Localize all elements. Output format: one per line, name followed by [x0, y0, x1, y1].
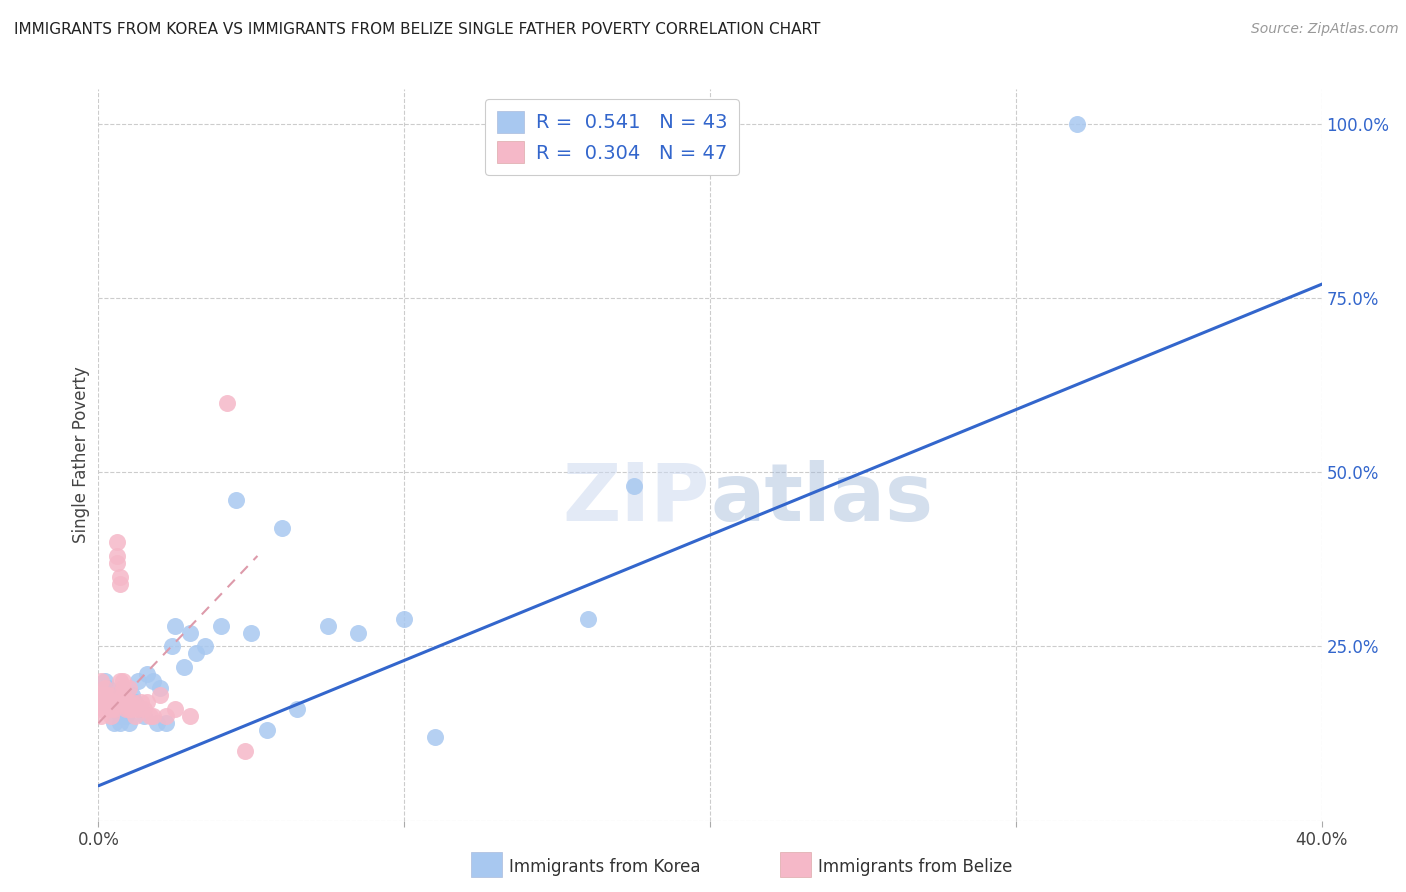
Point [576, 612, 599, 626]
Point [108, 570, 131, 584]
Point [179, 625, 201, 640]
Point [105, 556, 128, 570]
Point [111, 688, 134, 702]
Point [155, 716, 177, 731]
Point [136, 695, 159, 709]
Point [111, 695, 134, 709]
Point [623, 479, 645, 493]
Point [1066, 117, 1088, 131]
Point [121, 688, 143, 702]
Point [186, 647, 208, 661]
Point [209, 618, 232, 632]
Point [134, 709, 156, 723]
Text: IMMIGRANTS FROM KOREA VS IMMIGRANTS FROM BELIZE SINGLE FATHER POVERTY CORRELATIO: IMMIGRANTS FROM KOREA VS IMMIGRANTS FROM… [14, 22, 821, 37]
Point [90, 674, 112, 689]
Point [90, 688, 112, 702]
Point [124, 709, 146, 723]
Point [179, 709, 201, 723]
Point [423, 730, 446, 744]
Text: ZIP: ZIP [562, 459, 710, 538]
Point [90, 709, 112, 723]
Point [115, 695, 138, 709]
Point [285, 702, 308, 716]
Point [145, 716, 167, 731]
Point [392, 612, 416, 626]
Point [142, 674, 165, 689]
Point [121, 695, 143, 709]
Point [115, 702, 138, 716]
Text: atlas: atlas [710, 459, 934, 538]
Point [129, 702, 152, 716]
Point [97, 702, 120, 716]
Point [256, 723, 278, 737]
Point [97, 681, 120, 696]
Point [111, 674, 134, 689]
Point [100, 695, 122, 709]
Point [155, 709, 177, 723]
Point [124, 695, 146, 709]
Point [270, 521, 292, 535]
Point [118, 716, 141, 731]
Point [90, 695, 112, 709]
Point [97, 688, 120, 702]
Point [111, 681, 134, 696]
Point [97, 695, 120, 709]
Point [108, 709, 131, 723]
Point [121, 702, 143, 716]
Point [93, 674, 115, 689]
Point [105, 535, 128, 549]
Point [105, 688, 128, 702]
Point [103, 716, 125, 731]
Point [93, 681, 115, 696]
Point [136, 667, 159, 681]
Point [108, 674, 131, 689]
Point [129, 695, 152, 709]
Point [149, 688, 172, 702]
Point [103, 695, 125, 709]
Y-axis label: Single Father Poverty: Single Father Poverty [72, 367, 90, 543]
Point [90, 702, 112, 716]
Point [240, 625, 263, 640]
Point [105, 549, 128, 563]
Point [118, 695, 141, 709]
Point [163, 702, 186, 716]
Text: Immigrants from Belize: Immigrants from Belize [818, 858, 1012, 876]
Text: Source: ZipAtlas.com: Source: ZipAtlas.com [1251, 22, 1399, 37]
Point [194, 640, 217, 654]
Point [103, 695, 125, 709]
Point [111, 681, 134, 696]
Legend: R =  0.541   N = 43, R =  0.304   N = 47: R = 0.541 N = 43, R = 0.304 N = 47 [485, 99, 740, 175]
Point [233, 744, 256, 758]
Point [93, 688, 115, 702]
Point [225, 493, 247, 508]
Point [127, 702, 149, 716]
Point [93, 695, 115, 709]
Point [100, 709, 122, 723]
Point [316, 618, 339, 632]
Point [149, 681, 172, 696]
Point [160, 640, 183, 654]
Point [173, 660, 195, 674]
Point [103, 702, 125, 716]
Point [163, 618, 186, 632]
Point [142, 709, 165, 723]
Point [347, 625, 370, 640]
Point [100, 702, 122, 716]
Point [127, 674, 149, 689]
Point [118, 695, 141, 709]
Point [139, 709, 162, 723]
Point [108, 576, 131, 591]
Point [215, 395, 238, 409]
Point [100, 702, 122, 716]
Point [134, 702, 156, 716]
Point [90, 695, 112, 709]
Point [103, 688, 125, 702]
Point [115, 709, 138, 723]
Point [118, 702, 141, 716]
Point [118, 681, 141, 696]
Text: Immigrants from Korea: Immigrants from Korea [509, 858, 700, 876]
Point [108, 716, 131, 731]
Point [93, 702, 115, 716]
